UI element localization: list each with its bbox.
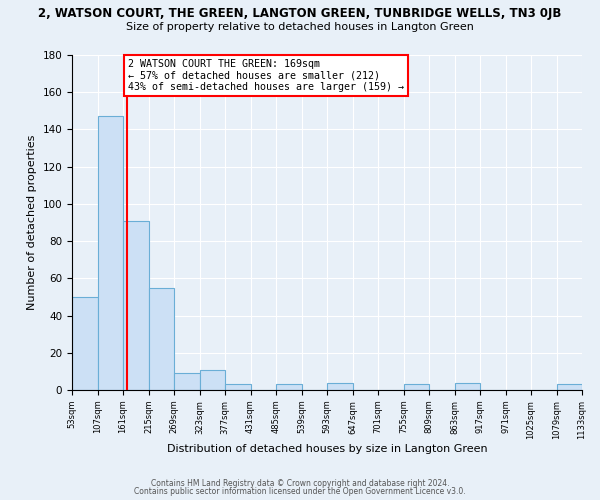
- Bar: [97, 116, 123, 390]
- Bar: [276, 384, 302, 390]
- Text: Contains HM Land Registry data © Crown copyright and database right 2024.: Contains HM Land Registry data © Crown c…: [151, 478, 449, 488]
- Bar: [455, 382, 480, 390]
- Text: 2 WATSON COURT THE GREEN: 169sqm
← 57% of detached houses are smaller (212)
43% : 2 WATSON COURT THE GREEN: 169sqm ← 57% o…: [128, 58, 404, 92]
- Text: Size of property relative to detached houses in Langton Green: Size of property relative to detached ho…: [126, 22, 474, 32]
- Bar: [123, 220, 149, 390]
- Text: Contains public sector information licensed under the Open Government Licence v3: Contains public sector information licen…: [134, 487, 466, 496]
- Text: 2, WATSON COURT, THE GREEN, LANGTON GREEN, TUNBRIDGE WELLS, TN3 0JB: 2, WATSON COURT, THE GREEN, LANGTON GREE…: [38, 8, 562, 20]
- Bar: [72, 297, 97, 390]
- Bar: [174, 373, 199, 390]
- Bar: [557, 384, 582, 390]
- Bar: [404, 384, 429, 390]
- Bar: [327, 382, 353, 390]
- X-axis label: Distribution of detached houses by size in Langton Green: Distribution of detached houses by size …: [167, 444, 487, 454]
- Y-axis label: Number of detached properties: Number of detached properties: [27, 135, 37, 310]
- Bar: [225, 384, 251, 390]
- Bar: [149, 288, 174, 390]
- Bar: [200, 370, 225, 390]
